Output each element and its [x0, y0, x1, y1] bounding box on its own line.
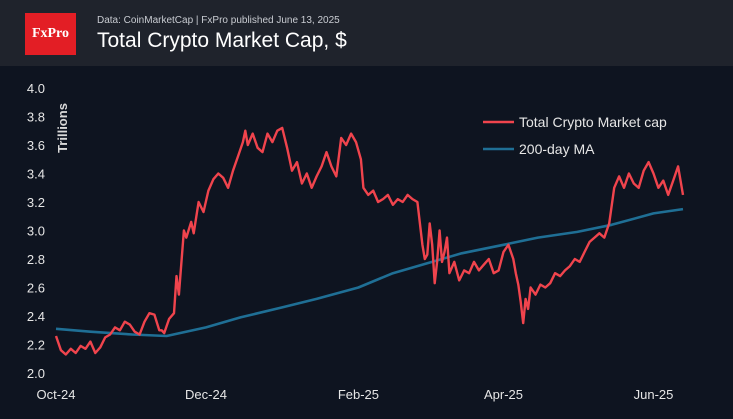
y-tick-label: 2.2 [27, 338, 45, 353]
y-tick-label: 3.8 [27, 110, 45, 125]
y-axis-title: Trillions [55, 103, 70, 153]
y-tick-label: 2.4 [27, 309, 45, 324]
series-line-200-day-ma [55, 207, 684, 338]
y-axis-ticks: 2.0 2.2 2.4 2.6 2.8 3.0 3.2 3.4 3.6 3.8 4.0 [27, 81, 45, 381]
x-tick-label: Oct-24 [36, 387, 75, 402]
y-tick-label: 2.0 [27, 366, 45, 381]
x-tick-label: Jun-25 [634, 387, 674, 402]
data-source-note: Data: CoinMarketCap | FxPro published Ju… [97, 15, 340, 26]
series-line-market-cap [54, 126, 685, 356]
y-tick-label: 2.8 [27, 252, 45, 267]
legend-label-ma: 200-day MA [519, 141, 595, 157]
y-tick-label: 3.4 [27, 167, 45, 182]
fxpro-logo: FxPro [25, 13, 76, 55]
y-tick-label: 2.6 [27, 281, 45, 296]
legend-label-market-cap: Total Crypto Market cap [519, 114, 667, 130]
chart-header: FxPro Data: CoinMarketCap | FxPro publis… [0, 0, 733, 66]
y-tick-label: 4.0 [27, 81, 45, 96]
x-tick-label: Apr-25 [484, 387, 523, 402]
y-tick-label: 3.2 [27, 195, 45, 210]
chart-title: Total Crypto Market Cap, $ [97, 29, 347, 52]
x-tick-label: Dec-24 [185, 387, 227, 402]
y-tick-label: 3.6 [27, 138, 45, 153]
market-cap-chart: 2.0 2.2 2.4 2.6 2.8 3.0 3.2 3.4 3.6 3.8 4.0 Oct-24… [27, 81, 685, 402]
y-tick-label: 3.0 [27, 224, 45, 239]
legend: Total Crypto Market cap 200-day MA [483, 114, 667, 157]
x-tick-label: Feb-25 [338, 387, 379, 402]
series-layer [54, 126, 685, 356]
x-axis-ticks: Oct-24 Dec-24 Feb-25 Apr-25 Jun-25 [36, 387, 673, 402]
